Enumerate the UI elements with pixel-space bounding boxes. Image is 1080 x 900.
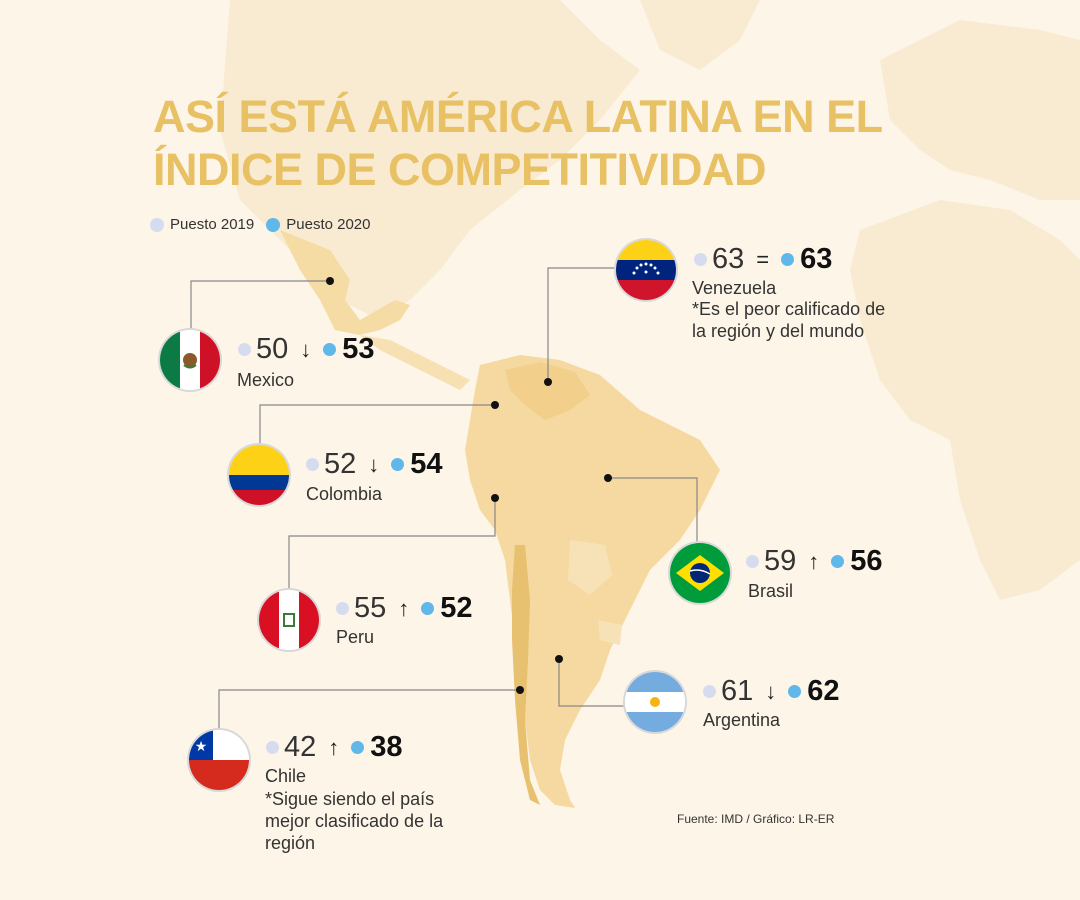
- chile-location-dot: [516, 686, 524, 694]
- legend: Puesto 2019 Puesto 2020: [150, 216, 383, 233]
- central-america-shape: [360, 335, 470, 390]
- legend-dot-2019: [150, 217, 164, 232]
- rank-2020-dot: [788, 685, 802, 698]
- peru-ranks: 55 ↑ 52: [336, 592, 473, 625]
- argentina-trend-arrow: ↓: [765, 678, 777, 704]
- chile-ranks: 42 ↑ 38: [266, 731, 403, 764]
- legend-item-2020: Puesto 2020: [266, 216, 371, 233]
- venezuela-shape: [505, 362, 590, 420]
- mexico-name: Mexico: [237, 370, 295, 390]
- argentina-rank-2019: 61: [721, 675, 754, 707]
- argentina-connector: [558, 659, 625, 707]
- peru-flag: [259, 590, 319, 650]
- chile-name: Chile: [265, 766, 307, 786]
- mexico-flag: [160, 330, 220, 390]
- page-title: ASÍ ESTÁ AMÉRICA LATINA EN EL ÍNDICE DE …: [153, 90, 883, 196]
- venezuela-connector: [547, 267, 614, 382]
- argentina-ranks: 61 ↓ 62: [703, 675, 840, 708]
- brasil-rank-2020: 56: [850, 545, 883, 577]
- rank-2020-dot: [323, 343, 337, 356]
- rank-2020-dot: [831, 555, 845, 568]
- peru-trend-arrow: ↑: [398, 595, 410, 621]
- source-credit: Fuente: IMD / Gráfico: LR-ER: [677, 812, 835, 826]
- location-dots: [326, 277, 612, 694]
- north-america-shape: [220, 0, 640, 320]
- mexico-connector: [190, 280, 330, 330]
- peru-location-dot: [491, 494, 499, 502]
- argentina-name: Argentina: [703, 710, 781, 730]
- rank-2019-dot: [238, 343, 251, 356]
- peru-connector: [288, 498, 496, 590]
- mexico-location-dot: [326, 277, 334, 285]
- rank-2020-dot: [421, 602, 435, 615]
- colombia-rank-2020: 54: [410, 448, 443, 480]
- legend-label-2020: Puesto 2020: [286, 216, 371, 233]
- brasil-rank-2019: 59: [764, 545, 797, 577]
- rank-2020-dot: [391, 458, 405, 471]
- brasil-name: Brasil: [748, 581, 794, 601]
- peru-rank-2020: 52: [440, 592, 473, 624]
- title-line-1: ASÍ ESTÁ AMÉRICA LATINA EN EL: [153, 91, 883, 142]
- mexico-rank-2020: 53: [342, 333, 375, 365]
- colombia-trend-arrow: ↓: [368, 451, 380, 477]
- mexico-trend-arrow: ↓: [300, 336, 312, 362]
- europe-shape: [880, 20, 1080, 200]
- chile-shape: [512, 545, 540, 805]
- argentina-flag: [625, 672, 685, 732]
- rank-2019-dot: [694, 253, 707, 266]
- venezuela-location-dot: [544, 378, 552, 386]
- greenland-shape: [640, 0, 760, 70]
- rank-2019-dot: [336, 602, 349, 615]
- brasil-location-dot: [604, 474, 612, 482]
- rank-2019-dot: [703, 685, 716, 698]
- brasil-flag: [670, 543, 730, 603]
- venezuela-note: *Es el peor calificado de la región y de…: [692, 299, 886, 341]
- rank-2019-dot: [746, 555, 759, 568]
- title-line-2: ÍNDICE DE COMPETITIVIDAD: [153, 144, 767, 195]
- chile-flag: ★: [189, 730, 249, 790]
- colombia-name: Colombia: [306, 484, 383, 504]
- venezuela-rank-2019: 63: [712, 243, 745, 275]
- venezuela-name: Venezuela: [692, 278, 777, 298]
- colombia-ranks: 52 ↓ 54: [306, 448, 443, 481]
- peru-name: Peru: [336, 627, 375, 647]
- chile-rank-2019: 42: [284, 731, 317, 763]
- mexico-ranks: 50 ↓ 53: [238, 333, 375, 366]
- chile-rank-2020: 38: [370, 731, 403, 763]
- brasil-trend-arrow: ↑: [808, 548, 820, 574]
- chile-note: *Sigue siendo el país mejor clasificado …: [265, 789, 444, 853]
- uruguay-shape: [598, 620, 622, 645]
- brasil-connector: [608, 477, 698, 545]
- svg-text:★: ★: [195, 739, 208, 755]
- venezuela-ranks: 63 = 63: [694, 243, 832, 276]
- chile-trend-arrow: ↑: [328, 734, 340, 760]
- venezuela-flag: [616, 240, 676, 300]
- connector-lines: [190, 267, 698, 730]
- chile-connector: [218, 689, 520, 730]
- legend-item-2019: Puesto 2019: [150, 216, 254, 233]
- argentina-location-dot: [555, 655, 563, 663]
- rank-2019-dot: [306, 458, 319, 471]
- peru-rank-2019: 55: [354, 592, 387, 624]
- colombia-connector: [259, 404, 495, 443]
- rank-2019-dot: [266, 741, 279, 754]
- colombia-flag: [229, 445, 289, 505]
- mexico-rank-2019: 50: [256, 333, 289, 365]
- venezuela-rank-2020: 63: [800, 243, 833, 275]
- paraguay-shape: [568, 540, 612, 595]
- brasil-ranks: 59 ↑ 56: [746, 545, 883, 578]
- africa-shape: [850, 200, 1080, 600]
- legend-dot-2020: [266, 217, 281, 232]
- rank-2020-dot: [351, 741, 365, 754]
- colombia-location-dot: [491, 401, 499, 409]
- rank-2020-dot: [781, 253, 795, 266]
- colombia-rank-2019: 52: [324, 448, 357, 480]
- argentina-rank-2020: 62: [807, 675, 840, 707]
- mexico-shape: [280, 230, 410, 335]
- venezuela-trend-symbol: =: [756, 246, 770, 272]
- legend-label-2019: Puesto 2019: [170, 216, 255, 233]
